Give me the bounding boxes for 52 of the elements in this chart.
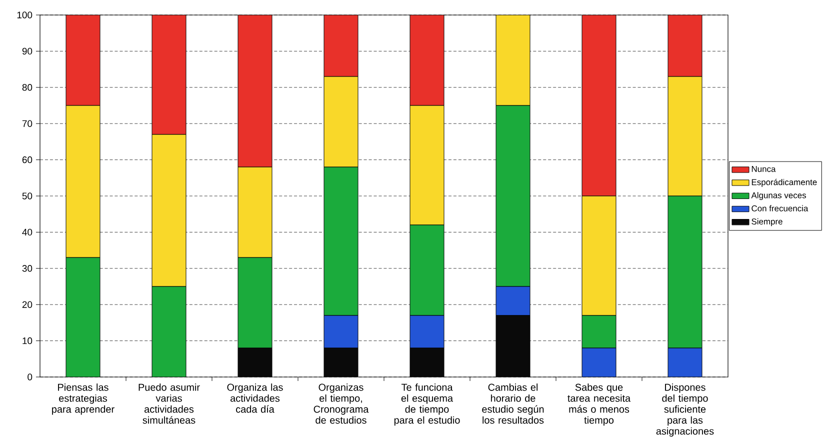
y-tick-label: 10 — [22, 337, 32, 344]
bar — [496, 14, 530, 106]
bar — [582, 315, 616, 348]
bar — [410, 105, 444, 226]
bar — [324, 76, 358, 168]
bar — [324, 14, 358, 77]
legend-label: Nunca — [752, 166, 776, 172]
y-tick-label: 90 — [22, 48, 32, 55]
legend-label: Esporádicamente — [752, 178, 817, 187]
bar — [66, 14, 100, 106]
y-tick-label: 30 — [22, 265, 32, 272]
x-tick-label: Piensas las estrategias para aprender — [52, 384, 114, 415]
y-tick-label: 70 — [22, 120, 32, 127]
legend-label: Con frecuencia — [752, 205, 808, 212]
x-tick-label: Te funciona el esquema de tiempo para el estudio — [394, 384, 460, 426]
y-tick-label: 100 — [17, 12, 32, 18]
bar — [410, 14, 444, 106]
y-tick-label: 60 — [22, 156, 32, 164]
y-tick-label: 50 — [22, 192, 32, 200]
y-tick-label: 80 — [22, 84, 32, 91]
bar — [66, 257, 100, 377]
y-tick-label: 20 — [22, 301, 32, 308]
bar — [324, 315, 358, 348]
x-tick-label: Cambias el horario de estudio según los resultados — [482, 384, 544, 424]
bar — [496, 286, 530, 316]
bar — [410, 224, 444, 316]
bar — [152, 286, 186, 377]
bar — [582, 14, 616, 196]
bar — [668, 14, 702, 77]
bar — [668, 76, 702, 196]
y-tick-label: 0 — [28, 374, 32, 380]
x-tick-label: Puedo asumir varias actividades simultáneas — [138, 384, 200, 424]
x-tick-label: Organiza las actividades cada día — [227, 384, 283, 413]
bar — [238, 14, 272, 168]
x-tick-label: Dispones del tiempo suficiente para las asignaciones — [656, 384, 714, 437]
bar — [668, 348, 702, 377]
bar — [66, 105, 100, 258]
x-tick-label: Organizas el tiempo, Cronograma de estudios — [314, 384, 369, 424]
bar — [668, 196, 702, 348]
legend-label: Siempre — [752, 218, 782, 226]
bar — [152, 134, 186, 287]
bar — [410, 315, 444, 348]
bar — [496, 105, 530, 287]
bar — [582, 348, 616, 377]
bar — [582, 196, 616, 316]
x-tick-label: Sabes que tarea necesita más o menos tiempo — [568, 384, 631, 426]
bar — [152, 14, 186, 135]
legend-label: Algunas veces — [751, 192, 806, 200]
bar — [324, 166, 358, 316]
y-tick-label: 40 — [22, 228, 32, 236]
bar — [238, 257, 272, 348]
bar — [238, 166, 272, 258]
